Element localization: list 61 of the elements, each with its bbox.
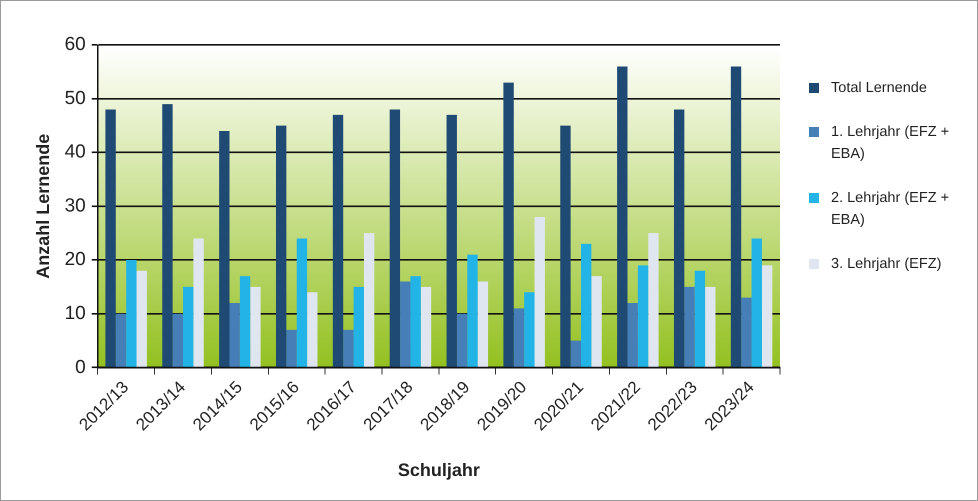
bar (126, 260, 137, 367)
bar (240, 276, 250, 367)
bar (343, 330, 354, 367)
bar (410, 276, 421, 367)
bar (332, 114, 344, 367)
bar (307, 292, 318, 367)
y-tick-label: 0 (75, 356, 86, 378)
bar (560, 126, 571, 367)
bar (570, 340, 582, 367)
bar (390, 110, 400, 367)
y-tick-label: 60 (64, 34, 86, 56)
bar (741, 298, 752, 367)
bar (674, 110, 684, 367)
bar (762, 265, 772, 367)
y-tick-label: 30 (64, 195, 86, 216)
bar (694, 270, 706, 367)
bar (105, 110, 116, 367)
bar (684, 286, 695, 367)
legend-label: Total Lernende (831, 79, 927, 98)
bar (730, 66, 742, 367)
bar (116, 314, 126, 367)
x-axis-title: Schuljahr (398, 460, 480, 480)
bar (162, 104, 173, 367)
bar (638, 265, 648, 367)
y-tick-label: 10 (64, 303, 86, 324)
bar (354, 286, 364, 367)
legend-label: 1. Lehrjahr (EFZ + EBA) (831, 123, 950, 164)
bar (648, 233, 659, 367)
bar (229, 303, 240, 367)
y-tick-label: 40 (64, 142, 86, 163)
bar (183, 286, 194, 367)
bar (591, 276, 602, 367)
bar (752, 238, 762, 367)
bar (705, 286, 716, 367)
bar (219, 131, 230, 367)
bar (524, 292, 535, 367)
bar (446, 114, 457, 367)
bar (478, 282, 488, 367)
bar (250, 286, 261, 367)
bar (627, 303, 638, 367)
bar (420, 286, 432, 367)
bar (364, 233, 374, 367)
bar (534, 217, 545, 367)
legend-label: 2. Lehrjahr (EFZ + EBA) (831, 189, 950, 230)
bar (503, 82, 514, 367)
bar (276, 126, 286, 367)
bar (456, 314, 468, 367)
bar (617, 66, 628, 367)
bar (581, 244, 592, 367)
bar (514, 308, 524, 367)
bar (467, 254, 478, 367)
bar (400, 282, 410, 367)
bar (136, 270, 147, 367)
y-tick-label: 20 (64, 249, 86, 270)
bar (296, 238, 308, 367)
bar (193, 238, 204, 367)
bar (172, 314, 184, 367)
y-axis-title: Anzahl Lernende (32, 134, 53, 279)
legend-label: 3. Lehrjahr (EFZ) (831, 255, 942, 274)
y-tick-label: 50 (64, 88, 86, 109)
bar (286, 330, 297, 367)
